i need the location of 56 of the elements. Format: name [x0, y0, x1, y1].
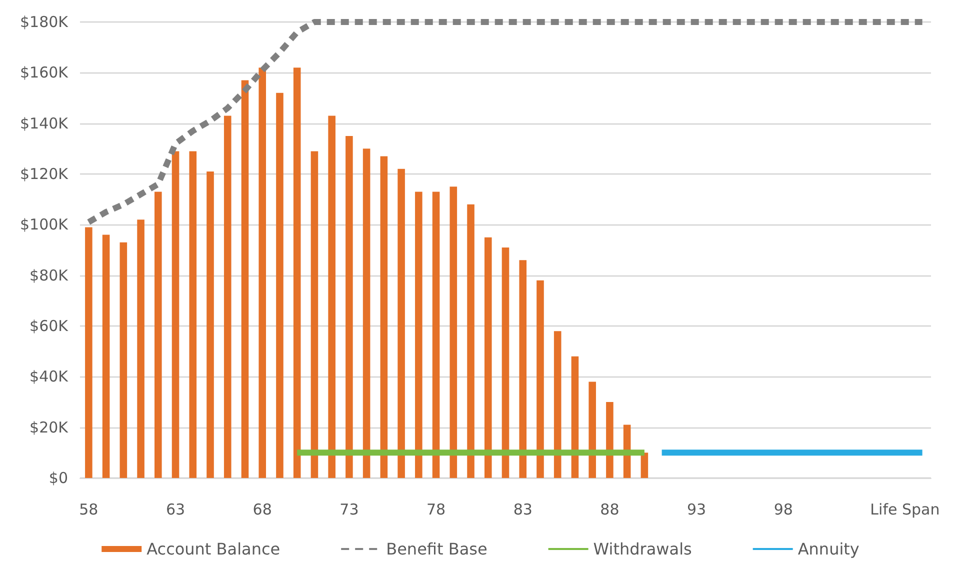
x-tick-label: 83 [513, 500, 532, 518]
bar [310, 151, 318, 478]
bar [85, 227, 92, 478]
y-tick-label: $120K [20, 165, 70, 183]
legend-label: Account Balance [146, 540, 280, 558]
bar [450, 186, 458, 478]
bar [588, 382, 596, 478]
bar [519, 260, 527, 478]
bar [484, 237, 492, 478]
y-tick-label: $100K [20, 216, 70, 234]
bar [224, 116, 232, 478]
x-tick-label: 78 [426, 500, 446, 518]
x-tick-label: 58 [79, 500, 98, 518]
bar [206, 171, 214, 478]
x-tick-label: 88 [600, 500, 620, 518]
bar [276, 92, 284, 478]
y-tick-label: $80K [30, 266, 70, 284]
bar [467, 204, 474, 478]
x-tick-label: 68 [252, 500, 272, 518]
bar [398, 168, 405, 478]
bar [328, 116, 336, 478]
bar [380, 156, 388, 478]
bar [571, 356, 579, 478]
y-tick-label: $140K [20, 114, 70, 132]
bar [241, 80, 249, 478]
bar [432, 192, 440, 478]
bar [137, 220, 144, 478]
bar [415, 192, 422, 478]
bar [120, 242, 128, 478]
y-tick-label: $180K [20, 13, 70, 31]
x-tick-label: Life Span [870, 500, 940, 518]
bar [640, 452, 648, 478]
x-tick-label: 93 [686, 500, 706, 518]
x-tick-label: 98 [774, 500, 793, 518]
bar [536, 280, 544, 478]
bar [362, 148, 370, 478]
legend-label: Benefit Base [386, 540, 488, 558]
y-tick-label: $40K [30, 368, 70, 386]
bar [346, 136, 353, 478]
bar [154, 192, 162, 478]
bar [554, 331, 562, 478]
legend-label: Annuity [798, 540, 860, 558]
y-tick-label: $160K [20, 64, 70, 82]
bar [502, 247, 510, 478]
legend-label: Withdrawals [593, 540, 692, 558]
bar [293, 68, 301, 478]
y-tick-label: $60K [30, 317, 70, 335]
bar [172, 151, 180, 478]
x-tick-label: 63 [166, 500, 186, 518]
bar [606, 402, 614, 478]
y-tick-label: $0 [48, 469, 68, 487]
bar [258, 68, 266, 478]
y-tick-label: $20K [30, 418, 70, 436]
bar [102, 234, 110, 478]
x-tick-label: 73 [340, 500, 359, 518]
bar [189, 151, 197, 478]
